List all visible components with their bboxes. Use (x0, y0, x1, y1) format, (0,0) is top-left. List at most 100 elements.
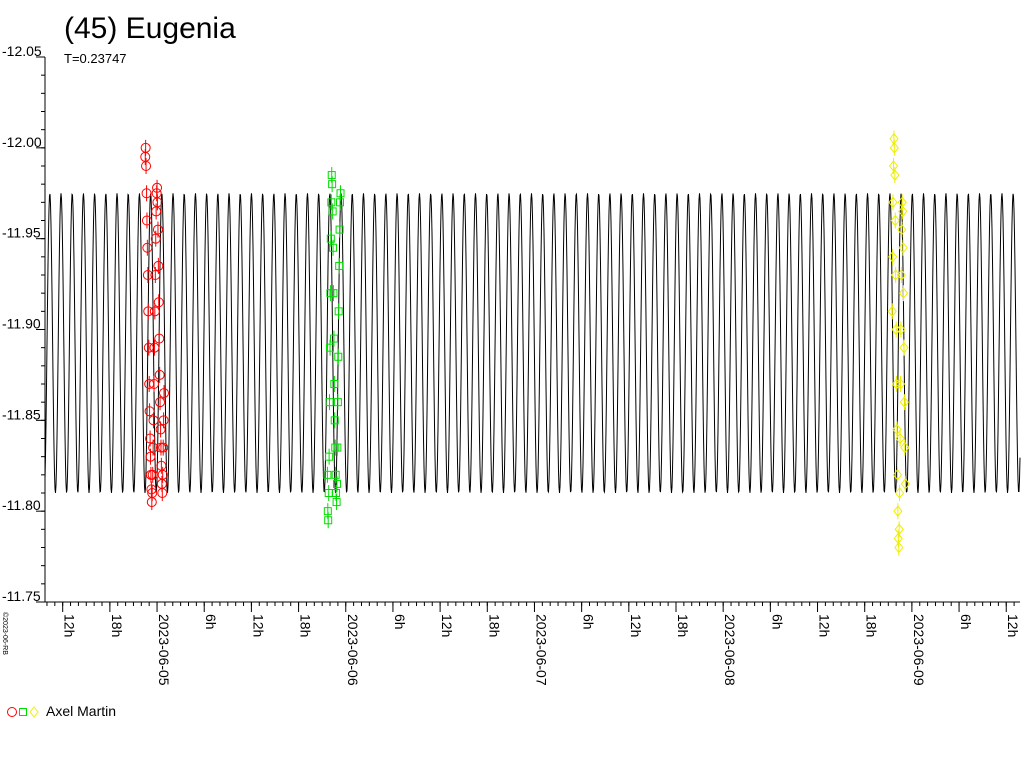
data-point (887, 305, 897, 318)
data-point (149, 379, 160, 389)
x-tick-label: 6h (203, 614, 219, 630)
legend-diamond-marker (29, 706, 39, 718)
x-tick-label: 12h (817, 614, 833, 637)
x-tick-label: 18h (864, 614, 880, 637)
data-point (333, 443, 342, 452)
data-point (892, 423, 902, 436)
data-point (157, 469, 168, 480)
data-point (898, 287, 909, 299)
data-point (329, 334, 338, 343)
data-point (143, 306, 154, 317)
x-tick-label: 12h (628, 614, 644, 637)
data-point (148, 442, 159, 453)
data-point (892, 469, 903, 481)
data-point (155, 397, 166, 408)
data-point (894, 523, 904, 536)
x-tick-label: 18h (486, 614, 502, 637)
data-point (140, 142, 151, 153)
data-point (332, 479, 341, 488)
series-1 (140, 139, 169, 511)
x-tick-label: 2023-06-07 (533, 614, 549, 686)
data-point (890, 214, 900, 227)
data-point (891, 378, 902, 390)
data-point (152, 182, 163, 193)
data-point (327, 198, 336, 207)
data-point (335, 198, 344, 207)
data-point (896, 269, 907, 281)
y-tick-label: -11.95 (2, 225, 41, 241)
x-tick-label: 12h (439, 614, 455, 637)
chart-credit: ©2023-06-RB (1, 612, 8, 655)
data-point (326, 343, 335, 352)
x-tick-label: 2023-06-05 (156, 614, 172, 686)
legend-square-marker (19, 708, 27, 716)
data-point (898, 241, 908, 254)
data-point (330, 380, 339, 388)
chart-subtitle: T=0.23747 (64, 51, 127, 66)
data-point (147, 469, 158, 480)
legend-markers (7, 706, 39, 718)
data-point (324, 516, 333, 525)
x-tick-label: 2023-06-09 (911, 614, 927, 686)
data-point (147, 488, 158, 498)
data-point (144, 406, 155, 417)
y-tick-label: -11.85 (2, 406, 41, 422)
data-point (150, 233, 161, 244)
data-point (898, 205, 908, 218)
data-point (152, 197, 163, 208)
data-point (329, 243, 338, 252)
y-tick-label: -12.05 (2, 43, 42, 59)
y-tick-label: -11.90 (2, 316, 41, 332)
x-tick-label: 12h (1005, 614, 1021, 637)
data-point (335, 261, 344, 270)
data-point (334, 352, 343, 361)
data-point (334, 307, 343, 316)
data-point (155, 424, 166, 435)
data-point (145, 451, 156, 462)
legend-label: Axel Martin (46, 703, 117, 719)
data-point (157, 488, 168, 498)
x-tick-label: 6h (581, 614, 597, 630)
x-tick-label: 6h (769, 614, 785, 630)
data-point (158, 442, 169, 453)
legend-circle-marker (7, 707, 17, 717)
data-point (145, 433, 156, 444)
data-point (325, 398, 334, 407)
data-point (895, 378, 906, 390)
data-point (888, 196, 898, 209)
data-point (894, 541, 904, 554)
chart-title: (45) Eugenia (64, 12, 236, 45)
data-point (897, 223, 907, 236)
x-tick-label: 18h (675, 614, 691, 637)
series-3 (887, 130, 910, 556)
data-point (336, 189, 345, 198)
data-point (155, 442, 166, 453)
data-point (895, 432, 905, 445)
data-point (146, 484, 157, 495)
axes: -12.05 -12.00 -11.95 -11.90 -11.85 -11.80 -11.… (2, 43, 1021, 686)
data-point (154, 369, 165, 380)
y-tick-label: -12.00 (2, 134, 42, 150)
data-point (332, 498, 341, 507)
x-tick-label: 2023-06-08 (722, 614, 738, 686)
data-point (141, 161, 152, 171)
data-point (143, 342, 154, 353)
data-point (150, 270, 161, 280)
data-point (153, 260, 164, 271)
data-point (326, 234, 335, 243)
data-point (331, 470, 340, 479)
data-point (325, 452, 334, 461)
data-point (900, 441, 910, 454)
x-tick-label: 12h (250, 614, 266, 637)
data-point (332, 489, 341, 497)
data-point (141, 188, 152, 199)
data-point (889, 142, 899, 154)
data-points-layer (140, 130, 910, 556)
x-tick-label: 12h (62, 614, 78, 637)
data-point (894, 487, 905, 499)
data-point (329, 289, 338, 298)
data-point (323, 470, 332, 479)
data-point (158, 415, 169, 426)
data-point (152, 224, 163, 235)
